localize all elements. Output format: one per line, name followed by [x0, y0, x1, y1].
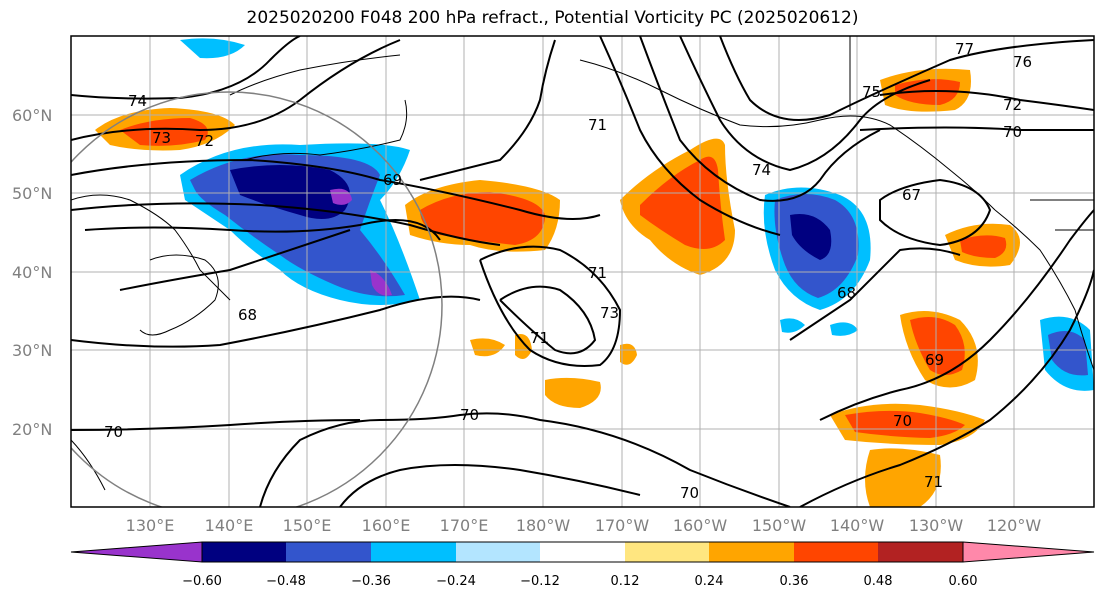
colorbar-tick: 0.36 — [780, 574, 809, 589]
colorbar-segment — [709, 542, 794, 562]
contour-label: 68 — [238, 306, 257, 324]
shade-negative — [780, 318, 805, 333]
colorbar-tick: 0.48 — [864, 574, 893, 589]
colorbar-tick: −0.60 — [182, 574, 222, 589]
contour-label: 70 — [104, 423, 123, 441]
plot-title: 2025020200 F048 200 hPa refract., Potent… — [246, 8, 859, 28]
shade-positive — [865, 448, 941, 507]
colorbar-min-extension — [70, 541, 203, 563]
colorbar-frame — [201, 541, 964, 563]
shade-positive — [470, 338, 505, 357]
shade-positive — [960, 235, 1007, 258]
contour-label: 71 — [588, 264, 607, 282]
shade-negative — [790, 214, 832, 260]
contour-label: 71 — [924, 473, 943, 491]
lon-label: 180°W — [516, 516, 571, 535]
contour-label: 70 — [680, 484, 699, 502]
lon-label: 160°E — [362, 516, 411, 535]
contour-label: 73 — [152, 129, 171, 147]
colorbar-segment — [878, 542, 963, 562]
contour-label: 70 — [460, 406, 479, 424]
contour-label: 74 — [128, 92, 147, 110]
colorbar-max-extension — [962, 541, 1095, 563]
colorbar-tick: −0.48 — [266, 574, 306, 589]
shade-negative — [230, 165, 350, 219]
shade-negative — [180, 38, 245, 59]
lon-label: 160°W — [673, 516, 728, 535]
lon-label: 170°W — [595, 516, 650, 535]
shade-positive — [420, 192, 545, 245]
lon-label: 120°W — [987, 516, 1042, 535]
contour-label: 69 — [925, 351, 944, 369]
lon-label: 130°W — [909, 516, 964, 535]
contour-label: 72 — [195, 132, 214, 150]
shade-negative — [830, 322, 858, 336]
refractivity-contours — [71, 36, 1094, 507]
colorbar-tick: 0.12 — [611, 574, 640, 589]
contour-label: 71 — [588, 116, 607, 134]
colorbar-tick-group: −0.60 −0.48 −0.36 −0.24 −0.12 0.12 0.24 … — [182, 574, 977, 589]
shade-positive — [845, 410, 965, 438]
map-frame — [70, 35, 1095, 508]
lon-label: 150°W — [752, 516, 807, 535]
map-area — [71, 36, 1094, 507]
colorbar-segment — [456, 542, 540, 562]
contour-label: 77 — [955, 40, 974, 58]
colorbar-segment — [794, 542, 878, 562]
lon-label: 130°E — [126, 516, 175, 535]
lat-label: 30°N — [12, 341, 52, 360]
colorbar-segment — [202, 542, 286, 562]
contour-label: 70 — [893, 412, 912, 430]
contour-label: 71 — [530, 329, 549, 347]
colorbar-segment — [540, 542, 625, 562]
colorbar-tick: −0.12 — [520, 574, 560, 589]
lat-label: 20°N — [12, 420, 52, 439]
lat-label: 40°N — [12, 263, 52, 282]
shade-positive — [120, 118, 208, 146]
latitude-labels: 60°N 50°N 40°N 30°N 20°N — [12, 106, 52, 439]
lon-label: 140°E — [205, 516, 254, 535]
contour-label: 72 — [1003, 96, 1022, 114]
colorbar-segment — [371, 542, 456, 562]
colorbar-tick: 0.60 — [949, 574, 978, 589]
contour-label: 70 — [1003, 123, 1022, 141]
colorbar-tick: −0.36 — [351, 574, 391, 589]
lat-label: 60°N — [12, 106, 52, 125]
contour-label: 74 — [752, 161, 771, 179]
colorbar-tick: 0.24 — [695, 574, 724, 589]
lon-label: 170°E — [440, 516, 489, 535]
contour-label: 69 — [383, 171, 402, 189]
shade-positive — [515, 334, 532, 359]
shade-positive — [640, 156, 725, 249]
lon-label: 140°W — [830, 516, 885, 535]
colorbar-segment — [625, 542, 709, 562]
contour-label-group: 74 73 72 69 68 70 71 71 73 71 70 70 74 7… — [104, 40, 1032, 502]
lon-label: 150°E — [283, 516, 332, 535]
reference-circle — [71, 91, 443, 507]
contour-label: 73 — [600, 304, 619, 322]
colorbar: −0.60 −0.48 −0.36 −0.24 −0.12 0.12 0.24 … — [70, 541, 1095, 589]
colorbar-segment — [286, 542, 371, 562]
shade-positive — [620, 343, 637, 365]
longitude-labels: 130°E 140°E 150°E 160°E 170°E 180°W 170°… — [126, 516, 1042, 535]
shade-negative — [1048, 331, 1088, 376]
contour-label: 75 — [862, 83, 881, 101]
colorbar-tick: −0.24 — [436, 574, 476, 589]
pv-shading — [95, 38, 1094, 507]
lat-label: 50°N — [12, 184, 52, 203]
shade-positive — [910, 316, 965, 375]
contour-label: 76 — [1013, 53, 1032, 71]
shade-positive — [545, 377, 601, 408]
contour-label: 68 — [837, 284, 856, 302]
contour-label: 67 — [902, 186, 921, 204]
